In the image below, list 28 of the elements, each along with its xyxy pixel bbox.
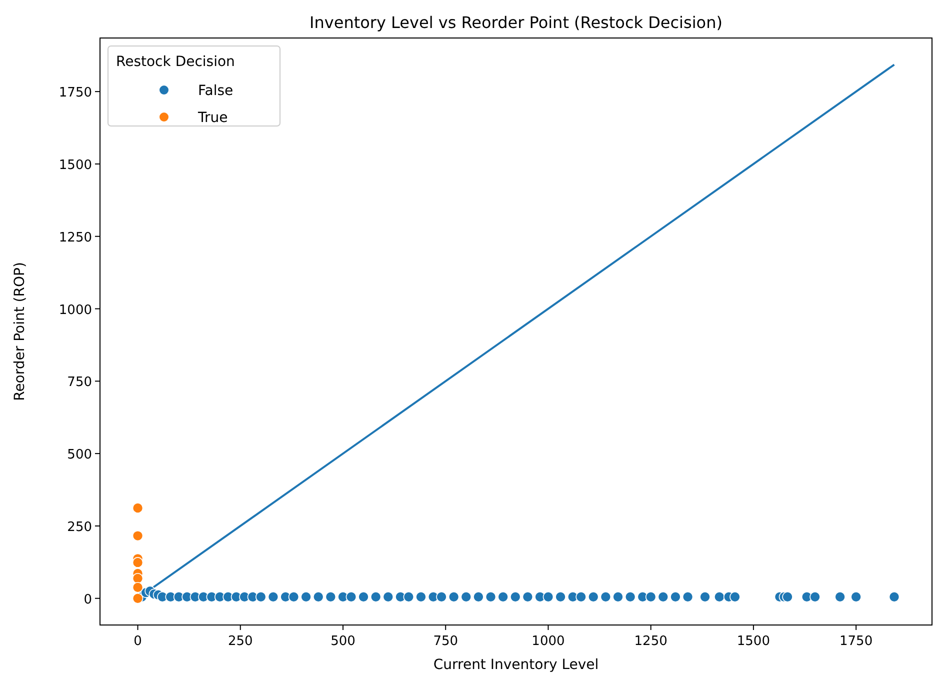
x-tick-label: 750: [433, 634, 458, 649]
x-tick-label: 500: [330, 634, 356, 649]
y-tick-label: 1000: [58, 302, 92, 318]
point: [132, 557, 144, 568]
y-tick-label: 750: [67, 375, 92, 390]
point: [132, 530, 144, 542]
legend-title: Restock Decision: [116, 54, 235, 70]
legend-label: True: [197, 110, 228, 126]
y-tick-label: 500: [67, 448, 92, 463]
x-tick-label: 0: [134, 634, 142, 649]
point: [132, 502, 144, 514]
y-tick-label: 250: [67, 520, 92, 535]
x-tick-label: 1250: [634, 634, 668, 649]
x-tick-label: 250: [228, 634, 253, 649]
point: [132, 592, 144, 604]
x-tick-label: 1500: [736, 634, 770, 649]
y-tick-label: 1500: [58, 158, 92, 173]
x-axis-title: Current Inventory Level: [433, 657, 599, 673]
y-tick-label: 1250: [58, 230, 92, 246]
chart-title: Inventory Level vs Reorder Point (Restock Decision): [310, 13, 722, 32]
point: [132, 582, 144, 593]
y-axis-title: Reorder Point (ROP): [12, 262, 28, 401]
y-tick-label: 0: [84, 592, 92, 608]
x-tick-label: 1750: [840, 634, 873, 649]
x-tick-label: 1000: [532, 634, 565, 649]
y-tick-label: 1750: [58, 86, 92, 101]
point: [132, 572, 144, 584]
legend-label: False: [198, 83, 234, 99]
